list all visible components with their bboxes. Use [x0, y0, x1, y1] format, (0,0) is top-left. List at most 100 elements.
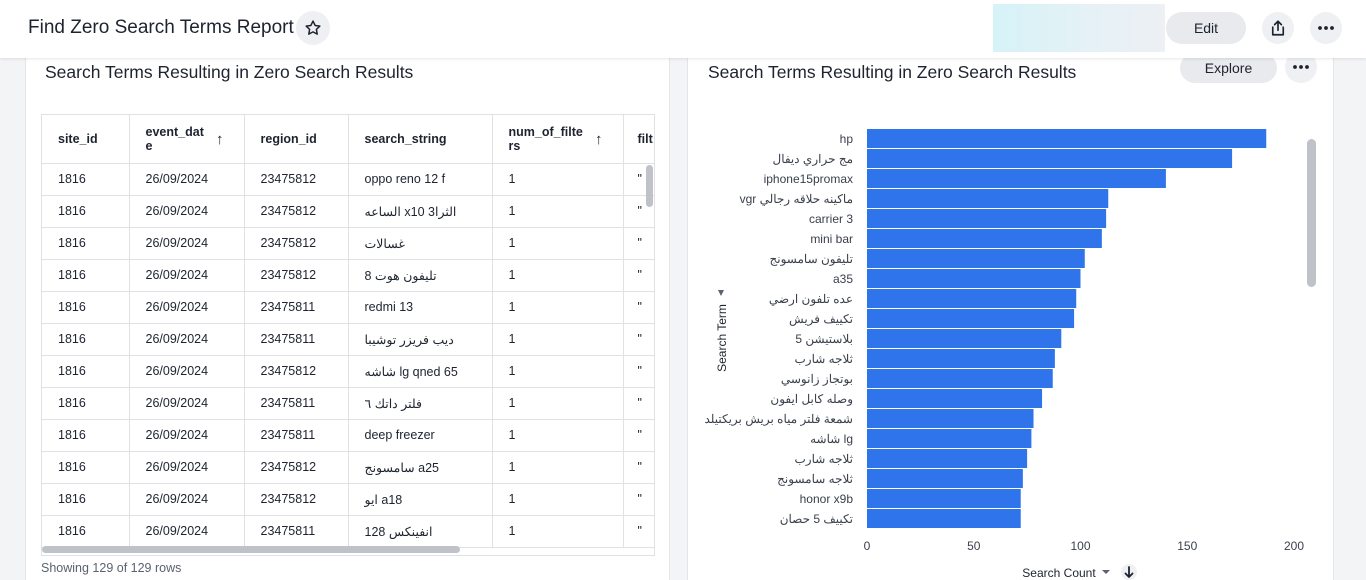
bar[interactable]	[867, 369, 1053, 388]
category-tick-label: تكييف 5 حصان	[780, 512, 853, 526]
table-row[interactable]: 1816 26/09/2024 23475811 redmi 13 1 "	[42, 291, 654, 324]
share-icon	[1271, 20, 1285, 36]
table-row[interactable]: 1816 26/09/2024 23475811 فلتر داتك ٦ 1 "	[42, 387, 654, 420]
x-tick-label: 50	[967, 539, 981, 553]
table-cell: 23475812	[244, 259, 349, 292]
table-cell: 1816	[42, 259, 130, 292]
table-cell: سامسونج a25	[348, 451, 493, 484]
column-header-site-id[interactable]: site_id	[42, 115, 130, 164]
x-axis-menu-caret-icon[interactable]	[1102, 570, 1110, 574]
bar[interactable]	[867, 169, 1166, 188]
bar[interactable]	[867, 289, 1077, 308]
table-row[interactable]: 1816 26/09/2024 23475811 ديب فريزر توشيبا 1 "	[42, 323, 654, 356]
table-card: Search Terms Resulting in Zero Search Re…	[25, 52, 670, 580]
y-axis-menu-caret-icon[interactable]	[718, 290, 724, 296]
table-cell: 23475811	[244, 515, 349, 548]
bar[interactable]	[867, 349, 1055, 368]
table-vertical-scroll-thumb[interactable]	[646, 165, 653, 207]
bar[interactable]	[867, 229, 1102, 248]
more-options-button[interactable]	[1310, 12, 1342, 44]
bar[interactable]	[867, 509, 1021, 528]
table-row[interactable]: 1816 26/09/2024 23475812 ايو a18 1 "	[42, 483, 654, 516]
bar[interactable]	[867, 269, 1081, 288]
sort-ascending-icon[interactable]: ↑	[595, 131, 603, 148]
bar[interactable]	[867, 449, 1028, 468]
table-cell: 1816	[42, 163, 130, 196]
category-tick-label: شمعة فلتر مياه بريش بريكتيلد	[704, 412, 853, 426]
explore-button[interactable]: Explore	[1180, 53, 1277, 83]
table-cell: 26/09/2024	[129, 355, 245, 388]
sort-ascending-icon[interactable]: ↑	[216, 131, 224, 148]
chart-card-title: Search Terms Resulting in Zero Search Re…	[708, 62, 1077, 82]
table-cell: oppo reno 12 f	[348, 163, 493, 196]
column-header-filt[interactable]: filt	[623, 115, 654, 164]
category-tick-label: honor x9b	[800, 492, 854, 506]
category-tick-label: a35	[833, 272, 853, 286]
category-tick-label: شاشه lg	[810, 432, 853, 446]
share-button[interactable]	[1262, 12, 1294, 44]
column-header-region-id[interactable]: region_id	[244, 115, 349, 164]
table-cell: 26/09/2024	[129, 515, 245, 548]
bar[interactable]	[867, 489, 1021, 508]
favorite-button[interactable]	[296, 11, 330, 45]
table-cell: 1816	[42, 355, 130, 388]
bar[interactable]	[867, 209, 1107, 228]
table-cell: 1816	[42, 227, 130, 260]
table-row[interactable]: 1816 26/09/2024 23475812 oppo reno 12 f 1 "	[42, 163, 654, 196]
table-cell: 26/09/2024	[129, 323, 245, 356]
table-cell: تليفون هوت 8	[348, 259, 493, 292]
table-cell: 23475812	[244, 163, 349, 196]
category-tick-label: mini bar	[810, 232, 853, 246]
category-tick-label: hp	[840, 132, 854, 146]
table-horizontal-scroll-thumb[interactable]	[42, 546, 460, 553]
table-cell: "	[623, 291, 654, 324]
table-cell: 23475812	[244, 195, 349, 228]
bar[interactable]	[867, 309, 1075, 328]
x-axis-title[interactable]: Search Count	[1022, 566, 1096, 580]
table-cell: غسالات	[348, 227, 493, 260]
table-row[interactable]: 1816 26/09/2024 23475811 انفينكس 128 1 "	[42, 515, 654, 548]
table-row[interactable]: 1816 26/09/2024 23475812 شاشه lg qned 65 1 "	[42, 355, 654, 388]
table-cell: 26/09/2024	[129, 387, 245, 420]
bar[interactable]	[867, 249, 1085, 268]
table-row[interactable]: 1816 26/09/2024 23475812 غسالات 1 "	[42, 227, 654, 260]
table-cell: "	[623, 451, 654, 484]
table-row[interactable]: 1816 26/09/2024 23475812 الساعه x10 الثرا3 1…	[42, 195, 654, 228]
table-vertical-scrollbar[interactable]	[644, 162, 654, 552]
table-cell: 1816	[42, 515, 130, 548]
category-tick-label: بوتجاز زانوسي	[781, 372, 853, 386]
column-header-search-string[interactable]: search_string	[348, 115, 493, 164]
bar[interactable]	[867, 189, 1109, 208]
column-header-num-of-filters[interactable]: num_of_filters ↑	[492, 115, 624, 164]
table-cell: 1	[492, 195, 624, 228]
chart-scroll-thumb[interactable]	[1307, 139, 1316, 287]
table-cell: 1816	[42, 419, 130, 452]
x-tick-label: 0	[864, 539, 871, 553]
bar[interactable]	[867, 389, 1043, 408]
table-cell: 1	[492, 259, 624, 292]
bar[interactable]	[867, 429, 1032, 448]
table-row[interactable]: 1816 26/09/2024 23475812 تليفون هوت 8 1 "	[42, 259, 654, 292]
more-horizontal-icon	[1293, 65, 1309, 69]
table-header-row: site_id event_date ↑ region_id search_str…	[42, 115, 654, 164]
table-cell: "	[623, 323, 654, 356]
table-row[interactable]: 1816 26/09/2024 23475812 سامسونج a25 1 "	[42, 451, 654, 484]
bar[interactable]	[867, 329, 1062, 348]
bar[interactable]	[867, 409, 1034, 428]
category-tick-label: vgr ماكينه حلاقه رجالي	[740, 192, 853, 206]
column-header-event-date[interactable]: event_date ↑	[129, 115, 245, 164]
edit-button[interactable]: Edit	[1166, 12, 1246, 44]
bar[interactable]	[867, 129, 1267, 148]
bar[interactable]	[867, 149, 1233, 168]
table-cell: 23475812	[244, 483, 349, 516]
table-row[interactable]: 1816 26/09/2024 23475811 deep freezer 1 "	[42, 419, 654, 452]
table-cell: 23475811	[244, 323, 349, 356]
data-table: site_id event_date ↑ region_id search_str…	[41, 114, 655, 556]
table-cell: 26/09/2024	[129, 195, 245, 228]
table-cell: "	[623, 259, 654, 292]
bar[interactable]	[867, 469, 1023, 488]
more-horizontal-icon	[1318, 26, 1334, 30]
table-cell: فلتر داتك ٦	[348, 387, 493, 420]
y-axis-title[interactable]: Search Term	[715, 304, 729, 372]
sort-descending-icon	[1124, 566, 1134, 578]
